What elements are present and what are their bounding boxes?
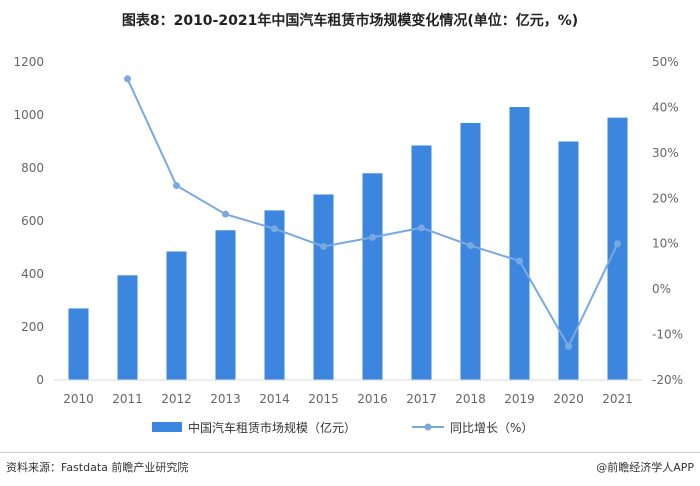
credit-text: @前瞻经济学人APP xyxy=(596,461,694,474)
right-tick-label: 40% xyxy=(652,100,679,114)
x-tick-label: 2018 xyxy=(455,392,486,406)
legend: 中国汽车租赁市场规模（亿元） 同比增长（%） xyxy=(152,420,533,435)
left-tick-label: 600 xyxy=(21,214,44,228)
bar-2021 xyxy=(607,117,628,381)
right-tick-label: 0% xyxy=(652,282,671,296)
growth-point-2016 xyxy=(369,233,376,241)
bar-2018 xyxy=(460,122,481,380)
bar-2017 xyxy=(411,145,432,380)
x-tick-label: 2019 xyxy=(504,392,535,406)
left-tick-label: 0 xyxy=(36,373,44,387)
line-series xyxy=(124,75,621,350)
left-tick-label: 1200 xyxy=(13,55,44,69)
bar-2011 xyxy=(117,275,138,380)
x-tick-label: 2021 xyxy=(602,392,633,406)
bar-2016 xyxy=(362,173,383,380)
x-tick-label: 2014 xyxy=(259,392,290,406)
bar-2015 xyxy=(313,194,334,380)
right-axis: -20% -10% 0% 10% 20% 30% 40% 50% xyxy=(652,55,683,387)
x-tick-label: 2010 xyxy=(63,392,94,406)
bar-2013 xyxy=(215,230,236,380)
growth-point-2015 xyxy=(320,242,327,250)
source-text: 资料来源：Fastdata 前瞻产业研究院 xyxy=(6,461,189,474)
bar-2020 xyxy=(558,141,579,380)
growth-point-2017 xyxy=(418,224,425,232)
left-tick-label: 800 xyxy=(21,161,44,175)
x-axis: 2010 2011 2012 2013 2014 2015 2016 2017 2018 2019… xyxy=(54,379,642,406)
bar-2019 xyxy=(509,107,530,381)
x-tick-label: 2011 xyxy=(112,392,143,406)
legend-line-marker xyxy=(424,423,432,431)
growth-point-2020 xyxy=(565,342,572,350)
legend-bar-swatch xyxy=(152,422,182,432)
growth-point-2019 xyxy=(516,257,523,265)
x-tick-label: 2012 xyxy=(161,392,192,406)
right-tick-label: 30% xyxy=(652,146,679,160)
right-tick-label: 50% xyxy=(652,55,679,69)
right-tick-label: 20% xyxy=(652,191,679,205)
bar-2010 xyxy=(68,308,89,380)
left-axis: 0 200 400 600 800 1000 1200 xyxy=(13,55,44,387)
left-tick-label: 1000 xyxy=(13,108,44,122)
growth-point-2014 xyxy=(271,225,278,233)
right-tick-label: -20% xyxy=(652,373,683,387)
left-tick-label: 400 xyxy=(21,267,44,281)
right-tick-label: 10% xyxy=(652,237,679,251)
x-tick-label: 2016 xyxy=(357,392,388,406)
x-tick-label: 2013 xyxy=(210,392,241,406)
growth-point-2012 xyxy=(173,182,180,190)
bar-series xyxy=(68,107,628,381)
chart-title: 图表8：2010-2021年中国汽车租赁市场规模变化情况(单位：亿元，%) xyxy=(121,13,579,29)
growth-point-2011 xyxy=(124,75,131,83)
legend-line-label: 同比增长（%） xyxy=(450,421,533,435)
right-tick-label: -10% xyxy=(652,328,683,342)
bar-2012 xyxy=(166,251,187,380)
growth-point-2013 xyxy=(222,210,229,218)
x-tick-label: 2017 xyxy=(406,392,437,406)
x-tick-label: 2015 xyxy=(308,392,339,406)
bar-2014 xyxy=(264,210,285,380)
growth-point-2018 xyxy=(467,242,474,250)
footer: 资料来源：Fastdata 前瞻产业研究院 @前瞻经济学人APP xyxy=(0,452,700,486)
x-tick-label: 2020 xyxy=(553,392,584,406)
growth-point-2021 xyxy=(614,240,621,248)
left-tick-label: 200 xyxy=(21,320,44,334)
legend-bar-label: 中国汽车租赁市场规模（亿元） xyxy=(188,420,356,435)
combo-chart: 0 200 400 600 800 1000 1200 -20% -10% 0% 10% 20% 30… xyxy=(13,55,683,435)
